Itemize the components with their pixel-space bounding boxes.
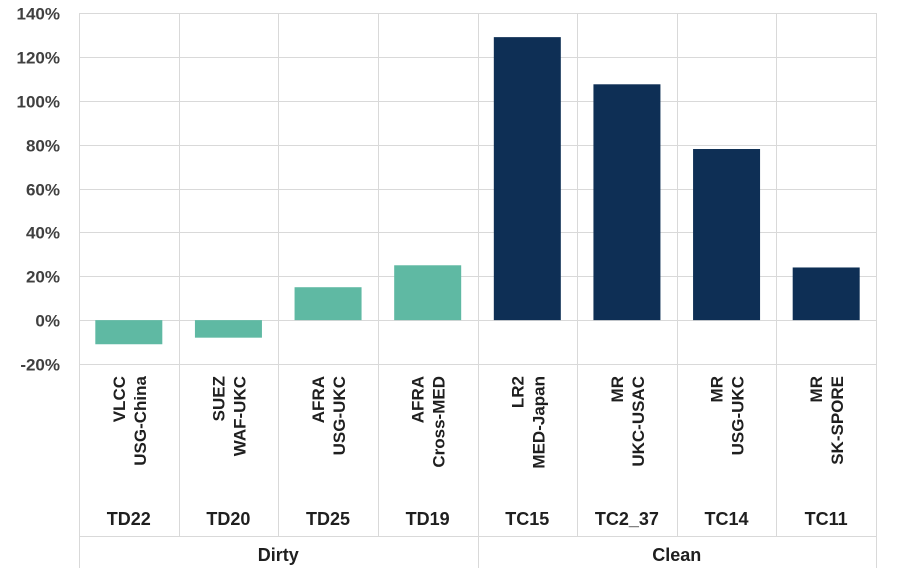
route-code: TD22 — [107, 509, 151, 529]
category-label-line: LR2 — [508, 376, 527, 408]
bar-tc15 — [493, 37, 561, 321]
category-label-line: AFRA — [409, 376, 428, 423]
bar-tc2_37 — [593, 84, 661, 321]
category-label-tc14: MR USG-UKC — [708, 376, 748, 455]
category-label-line: VLCC — [110, 376, 129, 422]
y-tick-label: -20% — [20, 356, 60, 375]
category-label-line: USG-UKC — [729, 376, 748, 455]
route-code: TC11 — [805, 509, 848, 529]
route-code: TD20 — [206, 509, 250, 529]
route-code: TD19 — [406, 509, 450, 529]
category-label-line: Cross-MED — [430, 376, 449, 468]
group-label-dirty: Dirty — [258, 545, 299, 565]
category-label-tc2_37: MR UKC-USAC — [608, 376, 648, 467]
category-label-line: USG-China — [131, 375, 150, 465]
y-tick-label: 120% — [17, 49, 60, 68]
category-label-td19: AFRA Cross-MED — [409, 376, 449, 468]
bar-td22 — [95, 320, 163, 345]
group-label-clean: Clean — [652, 545, 701, 565]
category-label-td20: SUEZ WAF-UKC — [209, 376, 249, 456]
category-label-td25: AFRA USG-UKC — [309, 376, 349, 455]
category-label-tc15: LR2 MED-Japan — [508, 376, 548, 469]
category-label-line: USG-UKC — [330, 376, 349, 455]
bar-td19 — [394, 265, 462, 321]
route-code: TC2_37 — [595, 509, 659, 529]
route-code: TC14 — [705, 509, 749, 529]
category-label-line: SUEZ — [209, 376, 228, 421]
category-label-line: MR — [708, 376, 727, 402]
y-tick-label: 140% — [17, 5, 60, 24]
bar-td20 — [194, 320, 262, 338]
bar-tc11 — [792, 267, 860, 321]
y-tick-label: 80% — [26, 137, 60, 156]
route-code: TC15 — [505, 509, 549, 529]
y-tick-label: 0% — [35, 312, 60, 331]
y-tick-label: 40% — [26, 224, 60, 243]
bar-td25 — [294, 287, 362, 321]
category-label-line: MR — [807, 376, 826, 402]
category-label-line: AFRA — [309, 376, 328, 423]
y-tick-label: 100% — [17, 93, 60, 112]
category-label-td22: VLCC USG-China — [110, 375, 150, 465]
category-label-line: MED-Japan — [529, 376, 548, 469]
bar-tc14 — [693, 149, 761, 321]
category-label-line: MR — [608, 376, 627, 402]
y-tick-label: 60% — [26, 181, 60, 200]
category-label-tc11: MR SK-SPORE — [807, 376, 847, 465]
route-code: TD25 — [306, 509, 350, 529]
category-label-line: UKC-USAC — [629, 376, 648, 467]
y-tick-label: 20% — [26, 268, 60, 287]
category-label-line: WAF-UKC — [230, 376, 249, 456]
category-label-line: SK-SPORE — [828, 376, 847, 465]
